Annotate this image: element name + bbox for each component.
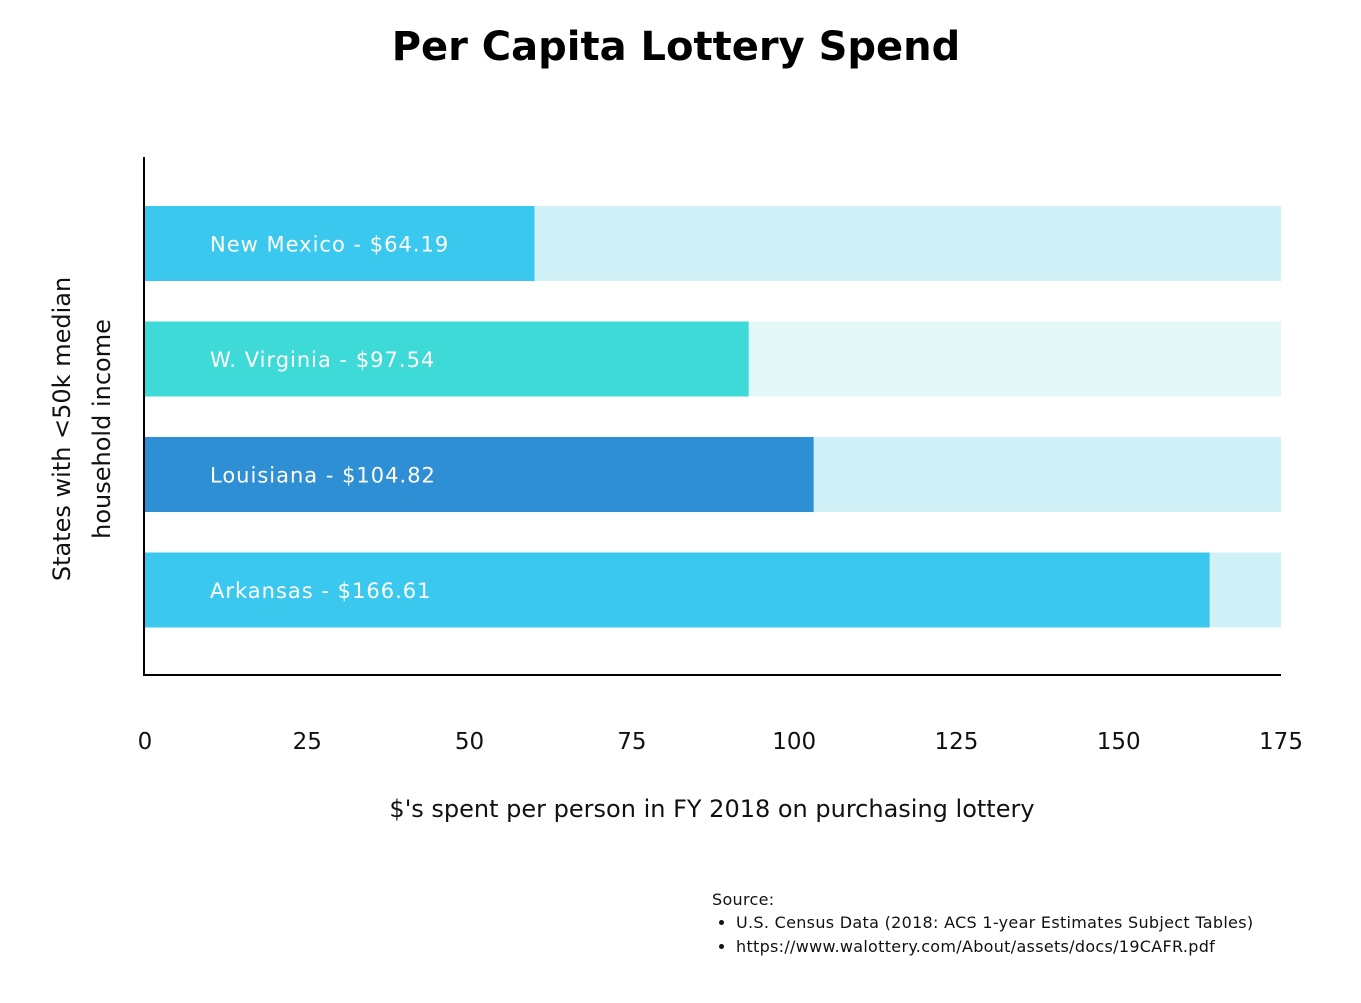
- bar-label: W. Virginia - $97.54: [210, 348, 435, 372]
- bar: [145, 437, 814, 512]
- bar-labels: New Mexico - $64.19 W. Virginia - $97.54 L…: [210, 233, 449, 604]
- y-axis-label-line-2: household income: [88, 319, 116, 539]
- bar: [145, 552, 1210, 628]
- x-tick-label: 150: [1097, 729, 1141, 755]
- source-list: U.S. Census Data (2018: ACS 1-year Estim…: [712, 913, 1253, 957]
- bar-label: Arkansas - $166.61: [210, 579, 432, 603]
- x-tick-label: 75: [617, 729, 646, 755]
- x-tick-labels: 0 25 50 75 100 125 150 175: [138, 729, 1303, 755]
- source-item: https://www.walottery.com/About/assets/d…: [736, 937, 1253, 957]
- x-tick-label: 50: [455, 729, 484, 755]
- y-axis-label-line-1: States with <50k median: [48, 277, 76, 581]
- chart-title: Per Capita Lottery Spend: [392, 24, 961, 70]
- source-note: Source: U.S. Census Data (2018: ACS 1-ye…: [712, 890, 1253, 961]
- bar: [145, 206, 535, 281]
- source-item: U.S. Census Data (2018: ACS 1-year Estim…: [736, 913, 1253, 933]
- y-axis-label: States with <50k median household income: [48, 277, 116, 581]
- x-tick-label: 175: [1259, 729, 1303, 755]
- bars: [145, 206, 1210, 628]
- x-tick-label: 125: [934, 729, 978, 755]
- x-axis-label: $'s spent per person in FY 2018 on purch…: [389, 795, 1034, 823]
- x-tick-label: 25: [293, 729, 322, 755]
- bar: [145, 321, 749, 397]
- source-heading: Source:: [712, 890, 775, 909]
- x-tick-label: 0: [138, 729, 153, 755]
- x-tick-label: 100: [772, 729, 816, 755]
- bar-label: New Mexico - $64.19: [210, 233, 449, 257]
- bar-label: Louisiana - $104.82: [210, 464, 436, 488]
